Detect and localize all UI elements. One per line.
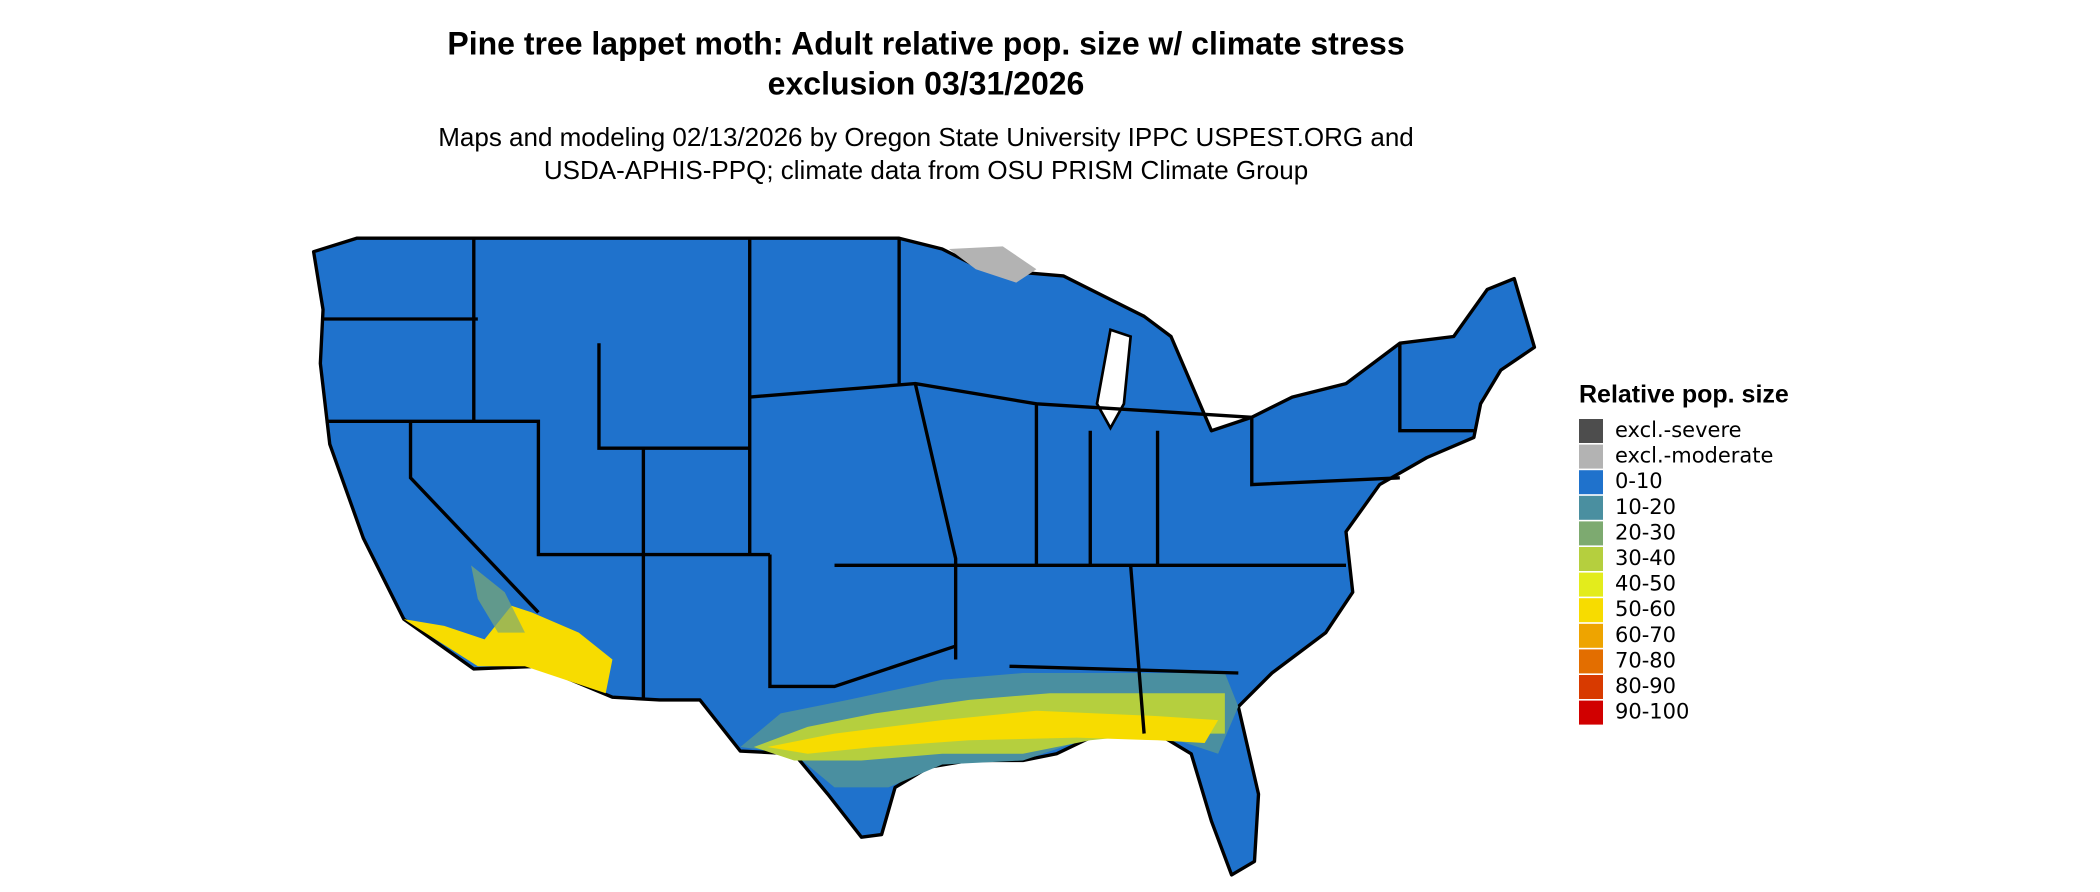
us-land [311, 236, 1537, 877]
legend-swatch [1579, 675, 1603, 699]
legend-label: 80-90 [1615, 674, 1676, 698]
map [311, 236, 1537, 877]
legend: excl.-severeexcl.-moderate0-1010-2020-30… [1579, 418, 1773, 725]
title: exclusion 03/31/2026 [768, 65, 1085, 101]
title: Pine tree lappet moth: Adult relative po… [447, 25, 1404, 61]
legend-swatch [1579, 700, 1603, 725]
legend-swatch [1579, 572, 1603, 597]
legend-swatch [1579, 598, 1603, 623]
legend-title: Relative pop. size [1579, 381, 1789, 409]
legend-swatch [1579, 521, 1603, 546]
legend-swatch [1579, 547, 1603, 571]
excl-moderate-area [948, 246, 1037, 283]
subtitle: USDA-APHIS-PPQ; climate data from OSU PR… [544, 155, 1308, 185]
legend-swatch [1579, 470, 1603, 495]
southwest-patch [403, 605, 613, 694]
southwest-patch [471, 565, 525, 633]
legend-label: 40-50 [1615, 572, 1676, 596]
lake-michigan [1095, 328, 1133, 431]
legend-swatch [1579, 623, 1603, 648]
legend-label: excl.-severe [1615, 418, 1742, 442]
legend-label: 50-60 [1615, 597, 1676, 621]
legend-label: 70-80 [1615, 648, 1676, 672]
legend-label: 20-30 [1615, 520, 1676, 544]
legend-label: 10-20 [1615, 495, 1676, 519]
legend-swatch [1579, 649, 1603, 674]
legend-swatch [1579, 495, 1603, 520]
legend-swatch [1579, 444, 1603, 469]
subtitle: Maps and modeling 02/13/2026 by Oregon S… [438, 122, 1414, 152]
legend-label: excl.-moderate [1615, 444, 1773, 468]
legend-label: 30-40 [1615, 546, 1676, 570]
legend-label: 0-10 [1615, 469, 1663, 493]
legend-label: 90-100 [1615, 700, 1689, 724]
legend-label: 60-70 [1615, 623, 1676, 647]
band-50-60 [767, 710, 1219, 754]
legend-swatch [1579, 419, 1603, 443]
state-borders [323, 238, 1474, 734]
